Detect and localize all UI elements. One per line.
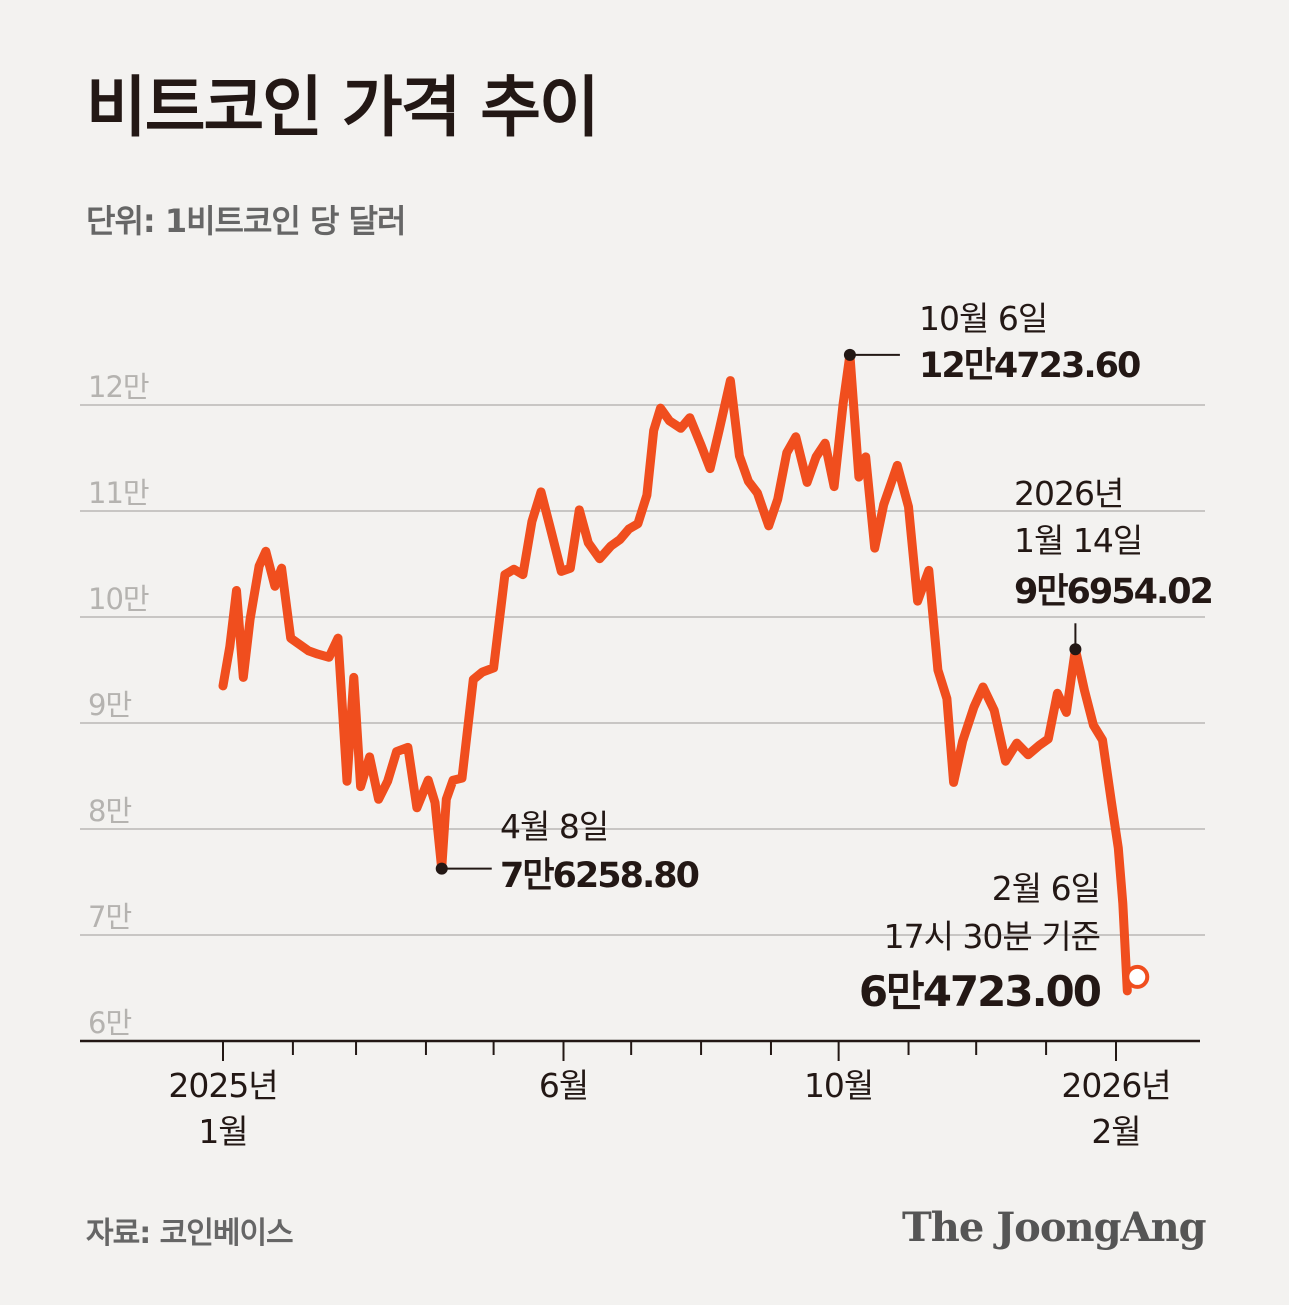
y-tick-label: 10만 (88, 582, 149, 616)
latest-point-marker (1125, 964, 1150, 989)
x-tick-label: 2월 (1091, 1112, 1140, 1151)
x-tick-label: 2025년 (168, 1066, 277, 1105)
annotation-value: 7만6258.80 (500, 856, 699, 896)
annotation-value: 12만4723.60 (919, 346, 1140, 386)
annotation-date: 4월 8일 (500, 807, 608, 846)
price-series-line (218, 350, 1132, 996)
annotation-date: 2026년 (1014, 474, 1123, 513)
x-tick-label: 10월 (804, 1066, 873, 1105)
y-tick-label: 9만 (88, 688, 131, 722)
annotation-date: 2월 6일 (992, 869, 1100, 908)
source-label: 자료: 코인베이스 (86, 1216, 294, 1251)
annotation-date: 17시 30분 기준 (884, 917, 1100, 956)
y-tick-label: 8만 (88, 794, 131, 828)
y-tick-label: 12만 (88, 370, 149, 404)
chart-title: 비트코인 가격 추이 (86, 69, 600, 146)
y-tick-label: 7만 (88, 900, 131, 934)
x-tick-label: 1월 (198, 1112, 247, 1151)
annotation-date: 10월 6일 (919, 299, 1047, 338)
annotation-date: 1월 14일 (1014, 521, 1142, 560)
y-tick-label: 6만 (88, 1006, 131, 1040)
annotation-value: 6만4723.00 (859, 967, 1101, 1016)
x-tick-label: 6월 (539, 1066, 588, 1105)
brand-logo: The JoongAng (902, 1204, 1207, 1251)
annotation-value: 9만6954.02 (1014, 572, 1212, 612)
x-tick-label: 2026년 (1061, 1066, 1170, 1105)
y-tick-label: 11만 (88, 476, 149, 510)
unit-label: 단위: 1비트코인 당 달러 (86, 202, 406, 240)
